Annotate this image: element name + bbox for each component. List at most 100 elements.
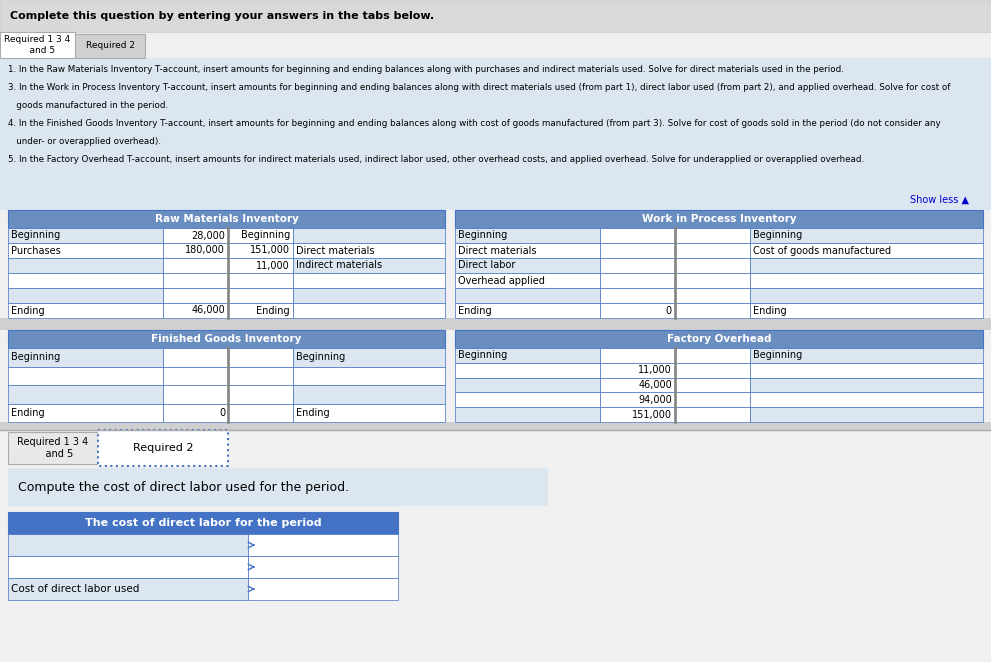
Text: Required 2: Required 2 <box>85 42 135 50</box>
Bar <box>750 363 983 377</box>
Bar <box>455 303 600 318</box>
Bar <box>600 243 675 258</box>
Bar <box>228 367 293 385</box>
Text: under- or overapplied overhead).: under- or overapplied overhead). <box>8 138 161 146</box>
Bar <box>293 303 445 318</box>
Text: Beginning: Beginning <box>11 352 60 362</box>
Bar <box>98 430 228 466</box>
Bar <box>675 377 750 393</box>
Text: Complete this question by entering your answers in the tabs below.: Complete this question by entering your … <box>10 11 434 21</box>
Text: 151,000: 151,000 <box>250 246 290 256</box>
Bar <box>675 303 750 318</box>
Text: Show less ▲: Show less ▲ <box>910 195 969 205</box>
Bar <box>675 393 750 407</box>
Text: Ending: Ending <box>296 408 330 418</box>
Text: 11,000: 11,000 <box>638 365 672 375</box>
Bar <box>455 393 600 407</box>
Text: 4. In the Finished Goods Inventory T-account, insert amounts for beginning and e: 4. In the Finished Goods Inventory T-acc… <box>8 120 940 128</box>
Bar <box>750 228 983 243</box>
Bar <box>455 288 600 303</box>
Bar <box>293 258 445 273</box>
Bar <box>293 404 445 422</box>
Bar <box>750 243 983 258</box>
Text: Factory Overhead: Factory Overhead <box>667 334 771 344</box>
Bar <box>0 0 991 32</box>
Text: Purchases: Purchases <box>11 246 60 256</box>
Text: Beginning: Beginning <box>458 230 507 240</box>
Bar <box>600 363 675 377</box>
Text: Work in Process Inventory: Work in Process Inventory <box>642 214 797 224</box>
Text: Beginning: Beginning <box>458 350 507 360</box>
Bar <box>750 407 983 422</box>
Bar <box>750 303 983 318</box>
Bar <box>600 377 675 393</box>
Bar <box>228 404 293 422</box>
Bar <box>8 258 163 273</box>
Text: Direct materials: Direct materials <box>458 246 536 256</box>
Bar <box>675 288 750 303</box>
Text: Ending: Ending <box>458 305 492 316</box>
Bar <box>163 385 228 404</box>
Bar <box>455 377 600 393</box>
Text: Compute the cost of direct labor used for the period.: Compute the cost of direct labor used fo… <box>18 481 349 493</box>
Bar <box>293 228 445 243</box>
Bar <box>600 273 675 288</box>
Bar <box>600 303 675 318</box>
Bar <box>750 393 983 407</box>
Text: Required 1 3 4
    and 5: Required 1 3 4 and 5 <box>4 35 70 55</box>
Bar <box>8 348 163 367</box>
Text: Ending: Ending <box>11 305 45 316</box>
Text: Indirect materials: Indirect materials <box>296 261 383 271</box>
Bar <box>228 385 293 404</box>
Bar <box>8 273 163 288</box>
Text: Beginning: Beginning <box>241 230 290 240</box>
Bar <box>248 556 398 578</box>
Text: Ending: Ending <box>257 305 290 316</box>
Bar <box>228 228 293 243</box>
Text: Beginning: Beginning <box>296 352 345 362</box>
Bar <box>750 273 983 288</box>
Bar <box>750 288 983 303</box>
Text: 180,000: 180,000 <box>185 246 225 256</box>
Bar <box>8 578 248 600</box>
Text: Beginning: Beginning <box>753 350 803 360</box>
Bar <box>8 432 98 464</box>
Bar <box>8 512 398 534</box>
Bar <box>163 303 228 318</box>
Bar <box>293 273 445 288</box>
Bar <box>675 348 750 363</box>
Text: Ending: Ending <box>11 408 45 418</box>
Bar <box>228 303 293 318</box>
Text: Direct materials: Direct materials <box>296 246 375 256</box>
Bar <box>228 243 293 258</box>
Bar <box>600 407 675 422</box>
Text: Required 1 3 4
    and 5: Required 1 3 4 and 5 <box>18 437 88 459</box>
Bar <box>163 243 228 258</box>
Bar <box>455 243 600 258</box>
Bar <box>75 34 145 58</box>
Text: Ending: Ending <box>753 305 787 316</box>
Bar <box>675 273 750 288</box>
Bar <box>455 228 600 243</box>
Bar <box>293 367 445 385</box>
Bar <box>163 404 228 422</box>
Bar <box>163 228 228 243</box>
Bar <box>455 210 983 228</box>
Text: 1. In the Raw Materials Inventory T-account, insert amounts for beginning and en: 1. In the Raw Materials Inventory T-acco… <box>8 66 844 75</box>
Text: 94,000: 94,000 <box>638 395 672 404</box>
Bar <box>8 468 548 506</box>
Bar <box>675 258 750 273</box>
Bar <box>600 288 675 303</box>
Bar <box>8 210 445 228</box>
Bar <box>455 407 600 422</box>
Bar <box>8 288 163 303</box>
Text: Cost of goods manufactured: Cost of goods manufactured <box>753 246 891 256</box>
Bar <box>750 258 983 273</box>
Bar <box>675 407 750 422</box>
Text: 28,000: 28,000 <box>191 230 225 240</box>
Text: Direct labor: Direct labor <box>458 261 515 271</box>
Text: 5. In the Factory Overhead T-account, insert amounts for indirect materials used: 5. In the Factory Overhead T-account, in… <box>8 156 864 164</box>
Bar <box>163 273 228 288</box>
Text: Cost of direct labor used: Cost of direct labor used <box>11 584 140 594</box>
Bar <box>293 288 445 303</box>
